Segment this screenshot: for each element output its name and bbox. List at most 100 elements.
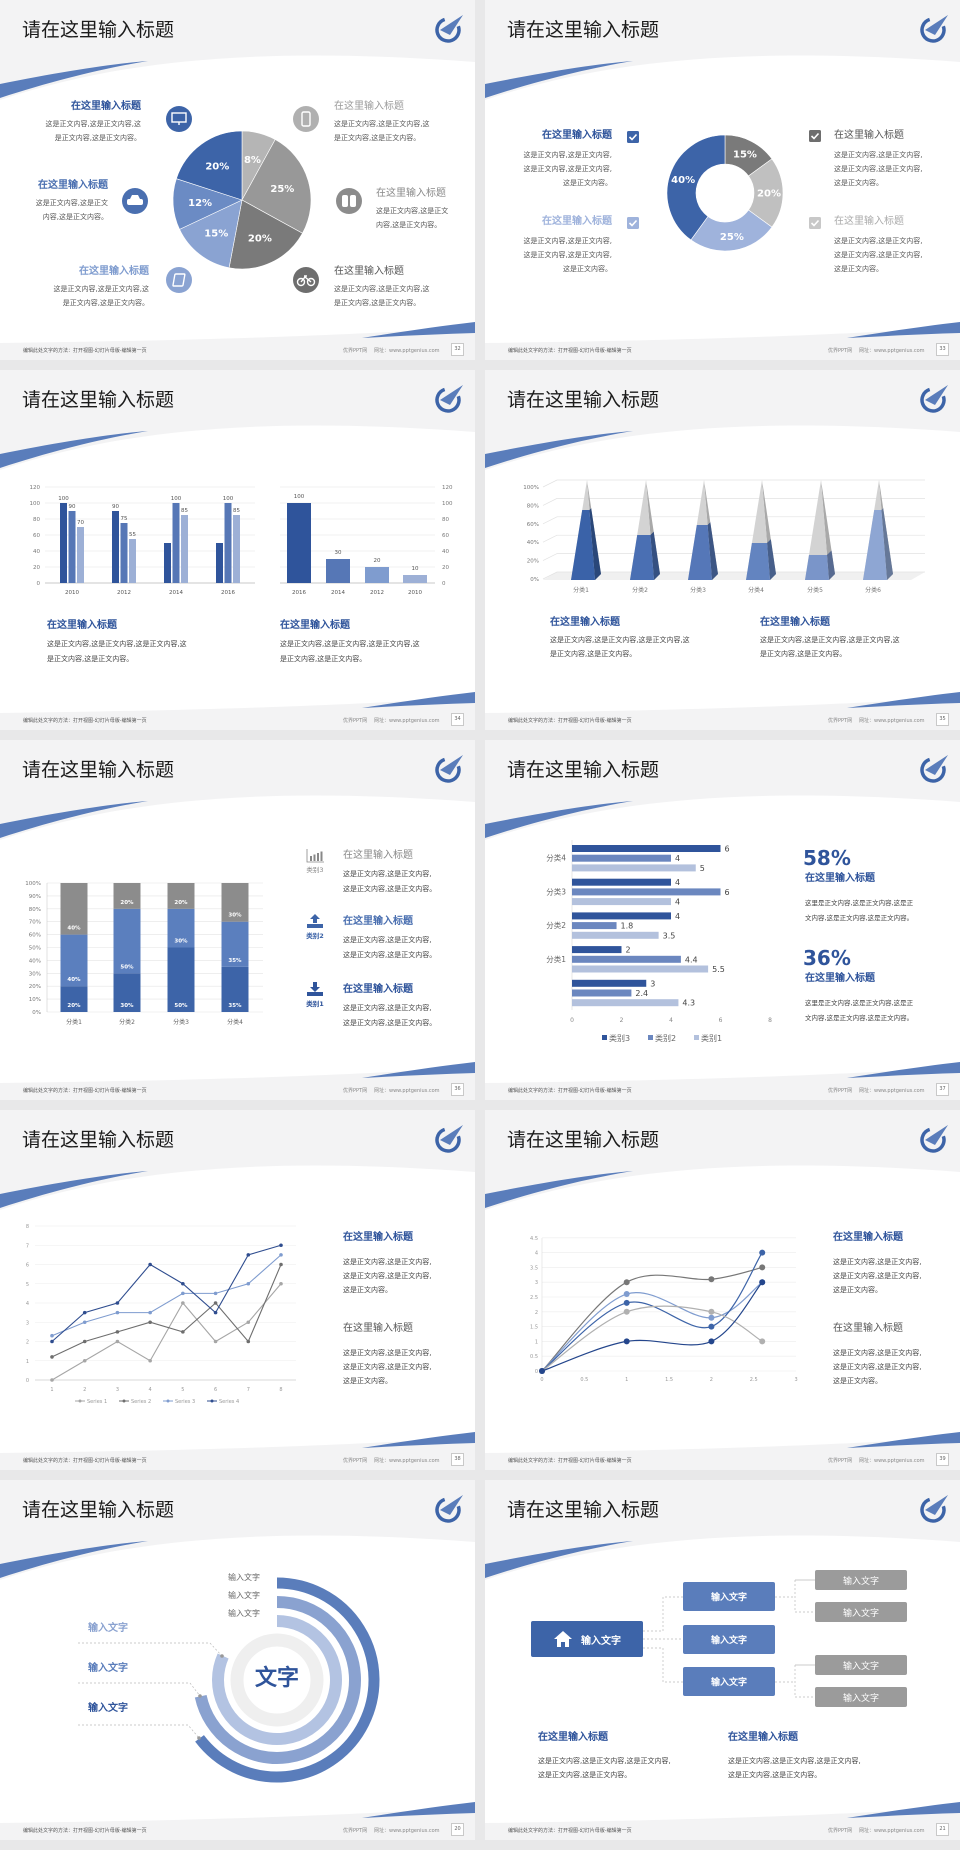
data-point[interactable]: [213, 1301, 218, 1305]
bar[interactable]: [572, 854, 671, 862]
bar[interactable]: [181, 515, 188, 583]
leaf-node[interactable]: 输入文字: [815, 1602, 907, 1622]
pyramid-bar[interactable]: [571, 480, 601, 580]
bar-segment[interactable]: [60, 883, 88, 935]
bar-segment[interactable]: [221, 921, 249, 967]
root-node[interactable]: 输入文字: [531, 1621, 643, 1657]
leaf-node[interactable]: 输入文字: [815, 1687, 907, 1707]
bar[interactable]: [572, 965, 709, 973]
data-point[interactable]: [115, 1339, 120, 1344]
bar[interactable]: [572, 979, 647, 987]
series-line[interactable]: [51, 1283, 282, 1381]
data-point[interactable]: [50, 1339, 54, 1344]
pyramid-bar[interactable]: [805, 480, 835, 580]
bar[interactable]: [403, 575, 427, 583]
series-line[interactable]: [541, 1305, 763, 1372]
data-point[interactable]: [213, 1310, 218, 1315]
series-line[interactable]: [51, 1244, 282, 1342]
bar[interactable]: [224, 503, 232, 583]
data-point[interactable]: [148, 1262, 152, 1267]
series-line[interactable]: [541, 1252, 763, 1372]
bar[interactable]: [287, 503, 311, 583]
series-line[interactable]: [51, 1254, 282, 1337]
bar[interactable]: [216, 543, 223, 583]
data-point[interactable]: [82, 1310, 87, 1315]
branch-node[interactable]: 输入文字: [683, 1625, 775, 1654]
pie-slice[interactable]: [175, 130, 243, 201]
bar[interactable]: [112, 511, 119, 583]
bar[interactable]: [572, 931, 659, 939]
bar-segment[interactable]: [221, 883, 249, 922]
data-point[interactable]: [708, 1314, 715, 1321]
branch-node[interactable]: 输入文字: [683, 1582, 775, 1611]
bar[interactable]: [68, 511, 76, 583]
bar[interactable]: [572, 878, 671, 886]
data-point[interactable]: [213, 1339, 218, 1344]
pyramid-bar[interactable]: [863, 480, 893, 580]
data-point[interactable]: [246, 1320, 251, 1325]
ring-arc[interactable]: [194, 1596, 361, 1764]
data-point[interactable]: [539, 1368, 545, 1374]
data-point[interactable]: [279, 1253, 283, 1257]
pyramid-bar[interactable]: [746, 480, 776, 580]
data-point[interactable]: [82, 1320, 87, 1325]
data-point[interactable]: [82, 1339, 87, 1344]
leaf-node[interactable]: 输入文字: [815, 1570, 907, 1590]
bar-segment[interactable]: [60, 934, 88, 987]
pie-slice[interactable]: [228, 199, 303, 270]
bar[interactable]: [572, 989, 632, 997]
bar[interactable]: [572, 999, 679, 1007]
bar-segment[interactable]: [113, 908, 141, 974]
data-point[interactable]: [115, 1310, 120, 1315]
data-point[interactable]: [279, 1281, 283, 1286]
data-point[interactable]: [213, 1291, 218, 1296]
branch-node[interactable]: 输入文字: [683, 1667, 775, 1696]
data-point[interactable]: [82, 1358, 87, 1363]
data-point[interactable]: [279, 1243, 283, 1248]
leaf-node[interactable]: 输入文字: [815, 1655, 907, 1675]
series-line[interactable]: [541, 1281, 763, 1372]
bar[interactable]: [120, 523, 128, 583]
data-point[interactable]: [246, 1281, 251, 1286]
data-point[interactable]: [50, 1378, 54, 1382]
bar[interactable]: [572, 912, 671, 920]
bar[interactable]: [572, 864, 696, 872]
bar[interactable]: [365, 567, 389, 583]
bar[interactable]: [60, 503, 67, 583]
bar[interactable]: [129, 539, 136, 583]
data-point[interactable]: [708, 1308, 715, 1315]
bar-segment[interactable]: [167, 908, 195, 948]
bar[interactable]: [572, 955, 681, 963]
bar[interactable]: [77, 527, 84, 583]
data-point[interactable]: [181, 1291, 185, 1296]
data-point[interactable]: [115, 1301, 120, 1305]
data-point[interactable]: [623, 1291, 630, 1298]
data-point[interactable]: [759, 1264, 766, 1271]
data-point[interactable]: [759, 1338, 766, 1345]
series-line[interactable]: [541, 1281, 763, 1372]
pie-slice[interactable]: [179, 199, 243, 269]
bar[interactable]: [172, 503, 180, 583]
data-point[interactable]: [246, 1253, 251, 1257]
ring-arc[interactable]: [195, 1577, 380, 1783]
bar[interactable]: [572, 888, 721, 896]
data-point[interactable]: [708, 1276, 715, 1283]
bar-segment[interactable]: [113, 883, 141, 909]
bar-segment[interactable]: [113, 973, 141, 1012]
data-point[interactable]: [181, 1281, 185, 1286]
bar[interactable]: [164, 543, 171, 583]
bar-segment[interactable]: [167, 947, 195, 1013]
data-point[interactable]: [759, 1249, 766, 1256]
data-point[interactable]: [708, 1338, 715, 1345]
data-point[interactable]: [115, 1330, 120, 1334]
data-point[interactable]: [279, 1262, 283, 1267]
data-point[interactable]: [623, 1299, 630, 1306]
data-point[interactable]: [148, 1310, 152, 1315]
pie-slice[interactable]: [241, 139, 312, 234]
data-point[interactable]: [50, 1333, 54, 1338]
data-point[interactable]: [148, 1358, 152, 1363]
bar[interactable]: [572, 946, 622, 954]
data-point[interactable]: [50, 1355, 54, 1359]
pyramid-bar[interactable]: [630, 480, 660, 580]
bar[interactable]: [326, 559, 350, 583]
